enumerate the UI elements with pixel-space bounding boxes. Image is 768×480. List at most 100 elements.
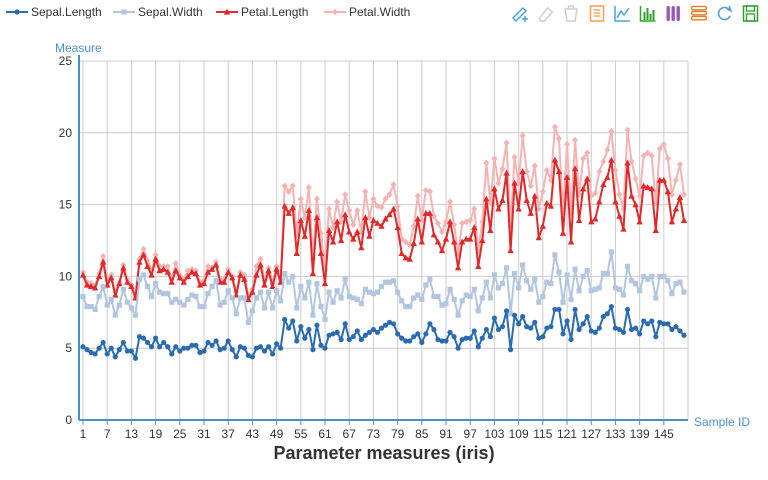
data-point[interactable]	[471, 286, 477, 292]
data-point[interactable]	[153, 280, 159, 287]
data-point[interactable]	[645, 321, 651, 327]
data-point[interactable]	[644, 183, 651, 190]
brush-icon[interactable]	[510, 3, 531, 24]
data-point[interactable]	[165, 291, 171, 297]
data-point[interactable]	[298, 283, 304, 290]
data-point[interactable]	[588, 328, 594, 334]
data-point[interactable]	[120, 286, 126, 292]
data-point[interactable]	[479, 295, 485, 301]
data-point[interactable]	[672, 205, 680, 212]
data-point[interactable]	[459, 219, 466, 227]
data-point[interactable]	[96, 345, 102, 351]
data-point[interactable]	[406, 255, 413, 262]
data-point[interactable]	[92, 306, 98, 313]
data-point[interactable]	[253, 295, 260, 301]
data-point[interactable]	[358, 336, 364, 343]
data-point[interactable]	[539, 188, 546, 196]
data-point[interactable]	[620, 329, 627, 336]
data-point[interactable]	[491, 185, 498, 192]
data-point[interactable]	[551, 123, 558, 131]
data-point[interactable]	[253, 271, 260, 278]
data-point[interactable]	[350, 295, 356, 301]
data-point[interactable]	[253, 262, 260, 270]
data-point[interactable]	[410, 222, 417, 230]
data-point[interactable]	[495, 205, 502, 212]
data-point[interactable]	[157, 344, 163, 350]
data-point[interactable]	[329, 238, 337, 245]
data-point[interactable]	[124, 278, 131, 285]
data-point[interactable]	[253, 345, 260, 351]
data-point[interactable]	[390, 321, 397, 327]
data-point[interactable]	[407, 338, 413, 344]
data-point[interactable]	[184, 267, 191, 275]
data-point[interactable]	[430, 231, 438, 238]
data-point[interactable]	[467, 293, 473, 300]
data-point[interactable]	[382, 279, 389, 285]
data-point[interactable]	[317, 250, 325, 257]
data-point[interactable]	[681, 332, 687, 338]
data-point[interactable]	[572, 266, 578, 272]
data-point[interactable]	[394, 224, 401, 231]
data-point[interactable]	[358, 301, 364, 307]
data-point[interactable]	[580, 321, 586, 327]
data-point[interactable]	[313, 214, 321, 221]
data-point[interactable]	[378, 204, 385, 211]
data-point[interactable]	[358, 244, 365, 251]
data-point[interactable]	[200, 280, 208, 287]
data-point[interactable]	[516, 321, 522, 327]
data-point[interactable]	[454, 264, 462, 271]
data-point[interactable]	[350, 221, 357, 229]
data-point[interactable]	[104, 302, 110, 308]
data-point[interactable]	[212, 261, 220, 268]
data-point[interactable]	[495, 285, 502, 291]
data-point[interactable]	[568, 296, 574, 302]
data-point[interactable]	[112, 354, 118, 360]
data-point[interactable]	[664, 155, 671, 163]
data-point[interactable]	[395, 289, 401, 295]
data-point[interactable]	[604, 270, 610, 277]
data-point[interactable]	[511, 179, 518, 186]
data-point[interactable]	[588, 192, 595, 200]
data-point[interactable]	[217, 302, 223, 308]
data-point[interactable]	[132, 355, 139, 361]
data-point[interactable]	[164, 268, 171, 275]
data-point[interactable]	[374, 219, 381, 226]
data-point[interactable]	[144, 339, 151, 346]
data-point[interactable]	[547, 202, 555, 209]
data-point[interactable]	[204, 268, 212, 275]
data-point[interactable]	[620, 225, 627, 232]
data-point[interactable]	[403, 338, 409, 344]
data-point[interactable]	[88, 349, 94, 356]
data-point[interactable]	[556, 306, 562, 313]
data-point[interactable]	[600, 270, 606, 277]
data-point[interactable]	[564, 272, 570, 278]
data-point[interactable]	[519, 132, 526, 140]
data-point[interactable]	[572, 136, 579, 144]
data-point[interactable]	[483, 159, 490, 167]
data-point[interactable]	[592, 215, 599, 222]
data-point[interactable]	[616, 326, 623, 333]
data-point[interactable]	[616, 212, 623, 219]
data-point[interactable]	[555, 135, 562, 142]
data-point[interactable]	[354, 296, 360, 302]
data-point[interactable]	[475, 262, 482, 269]
data-point[interactable]	[209, 283, 215, 290]
data-point[interactable]	[390, 181, 397, 188]
data-point[interactable]	[192, 270, 200, 277]
data-point[interactable]	[374, 289, 381, 295]
data-point[interactable]	[471, 328, 477, 334]
data-point[interactable]	[326, 332, 332, 338]
data-point[interactable]	[507, 347, 514, 353]
data-point[interactable]	[608, 303, 614, 310]
data-point[interactable]	[112, 312, 118, 318]
legend-item-petal-length[interactable]: Petal.Length	[216, 5, 308, 19]
data-point[interactable]	[415, 331, 421, 337]
data-point[interactable]	[548, 280, 554, 287]
data-point[interactable]	[592, 329, 598, 336]
data-point[interactable]	[407, 303, 413, 310]
data-point[interactable]	[475, 308, 481, 314]
data-point[interactable]	[249, 354, 256, 360]
data-point[interactable]	[233, 311, 239, 317]
data-point[interactable]	[403, 303, 409, 310]
data-point[interactable]	[341, 211, 349, 218]
